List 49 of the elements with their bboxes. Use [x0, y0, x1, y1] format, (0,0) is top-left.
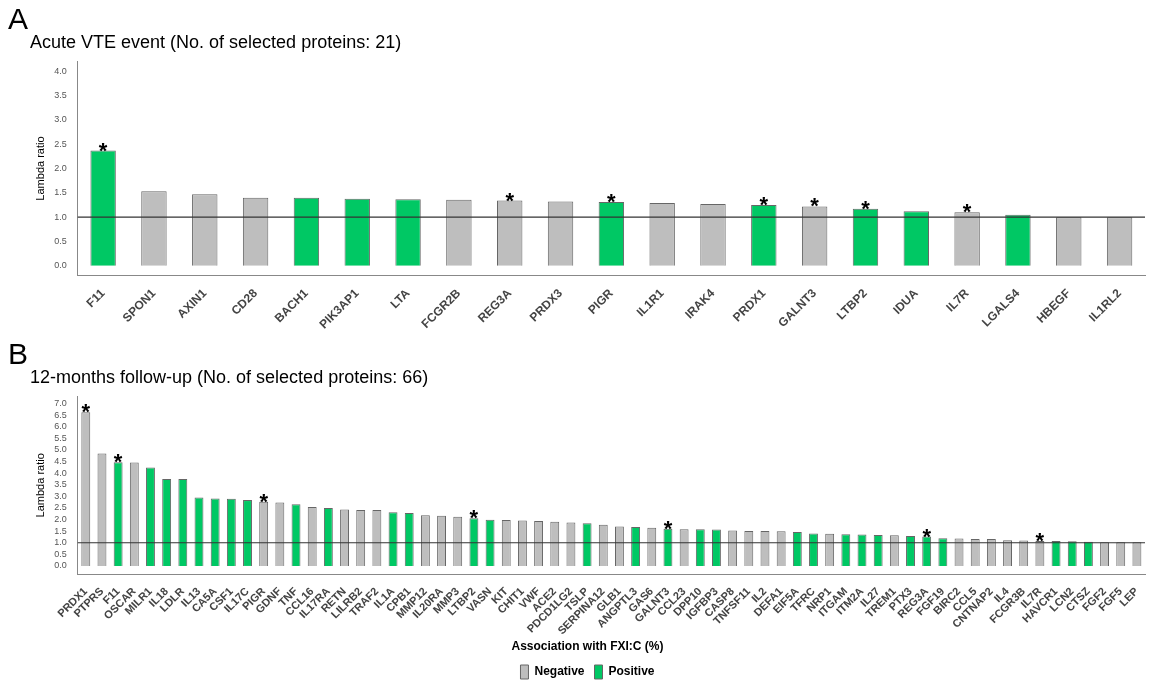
- annotation: *: [607, 189, 617, 215]
- y-tick-label: 3.0: [54, 114, 67, 125]
- y-tick-label: 6.5: [54, 409, 67, 420]
- y-tick-label: 0.5: [54, 548, 67, 559]
- y-tick-label: 1.0: [54, 537, 67, 548]
- x-tick-label: F11: [83, 285, 108, 311]
- y-tick-label: 3.5: [54, 90, 67, 101]
- y-tick-label: 1.5: [54, 187, 67, 198]
- y-tick-label: 0.5: [54, 235, 67, 246]
- y-axis-title: Lambda ratio: [33, 136, 46, 201]
- y-tick-label: 0.0: [54, 560, 67, 571]
- legend-label: Positive: [608, 664, 655, 679]
- legend-title: Association with FXI:C (%): [511, 638, 664, 653]
- annotation: *: [81, 399, 91, 425]
- annotation: *: [922, 523, 932, 549]
- annotation: *: [113, 449, 123, 475]
- legend-label: Negative: [534, 664, 585, 679]
- y-tick-label: 0.0: [54, 260, 67, 271]
- annotation: *: [663, 515, 673, 541]
- annotation: *: [759, 192, 769, 218]
- annotation: *: [259, 488, 269, 514]
- y-tick-label: 4.0: [54, 65, 67, 76]
- y-tick-label: 4.0: [54, 467, 67, 478]
- y-tick-label: 4.5: [54, 456, 67, 467]
- text: B: [8, 337, 29, 371]
- text: A: [8, 2, 29, 36]
- annotation: *: [98, 137, 108, 163]
- y-tick-label: 2.0: [54, 163, 67, 174]
- annotation: *: [469, 505, 479, 531]
- y-tick-label: 2.0: [54, 514, 67, 525]
- y-tick-label: 2.5: [54, 138, 67, 149]
- annotation: *: [1035, 528, 1045, 554]
- y-tick-label: 5.0: [54, 444, 67, 455]
- annotation: *: [810, 193, 820, 219]
- annotation: *: [505, 187, 515, 213]
- y-tick-label: 5.5: [54, 432, 67, 443]
- annotation: *: [861, 195, 871, 221]
- annotation: *: [962, 199, 972, 225]
- x-tick-label: LTA: [387, 285, 413, 312]
- y-tick-label: 1.5: [54, 525, 67, 536]
- y-tick-label: 7.0: [54, 398, 67, 409]
- y-tick-label: 1.0: [54, 211, 67, 222]
- y-tick-label: 3.0: [54, 490, 67, 501]
- y-tick-label: 2.5: [54, 502, 67, 513]
- y-axis-title: Lambda ratio: [33, 453, 46, 518]
- chart-title: Acute VTE event (No. of selected proteins: 21): [30, 31, 402, 52]
- y-tick-label: 6.0: [54, 421, 67, 432]
- chart-title: 12-months follow-up (No. of selected proteins: 66): [30, 366, 429, 387]
- y-tick-label: 3.5: [54, 479, 67, 490]
